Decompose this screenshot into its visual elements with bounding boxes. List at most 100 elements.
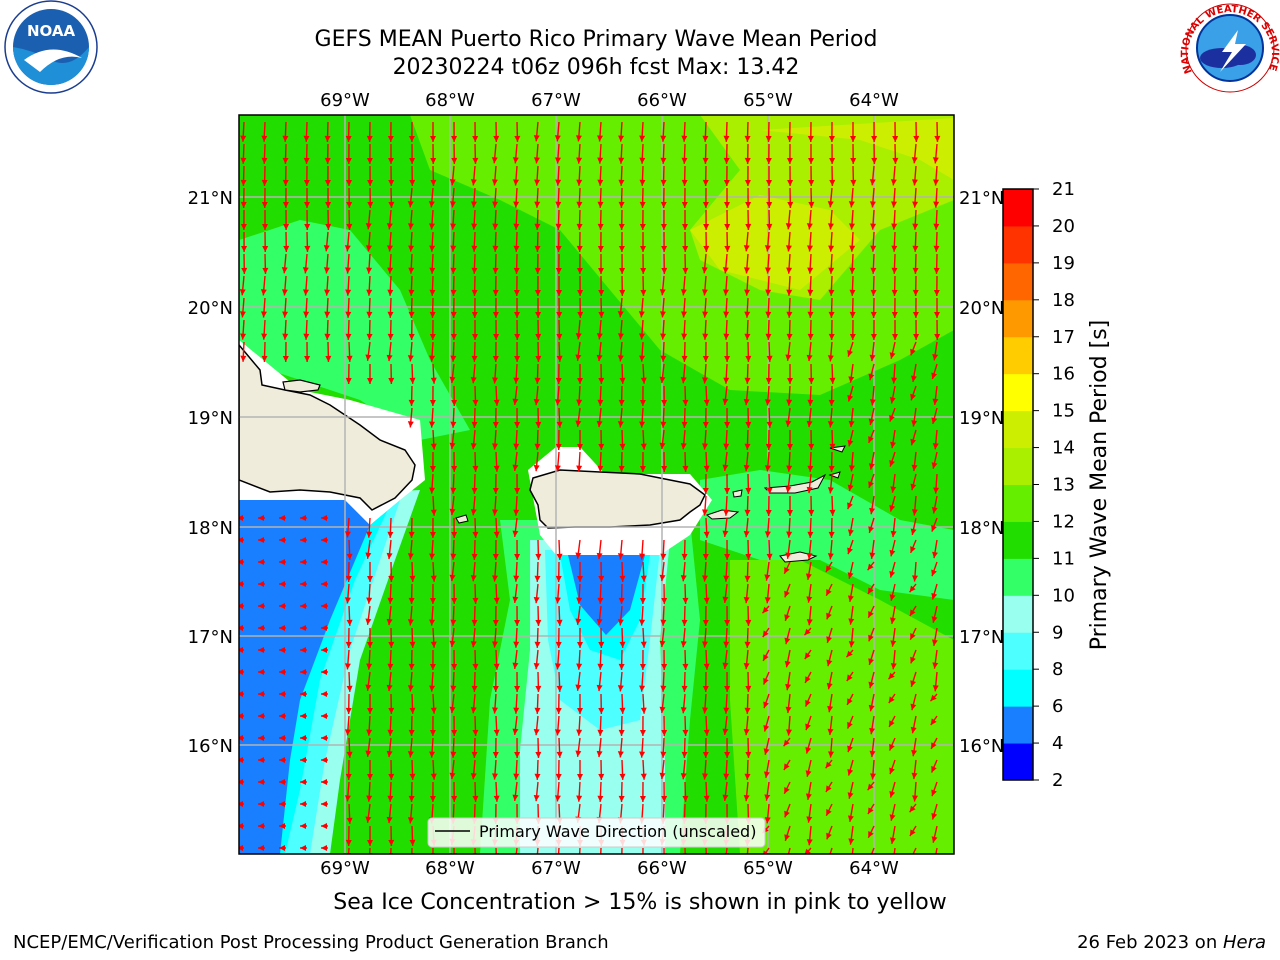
wave-arrow-head <box>826 809 832 816</box>
wave-arrow-head <box>744 443 751 450</box>
lat-label: 16°N <box>188 736 233 757</box>
wave-arrow-head <box>386 552 393 560</box>
wave-arrow-head <box>513 509 520 516</box>
wave-arrow-head <box>388 201 395 208</box>
wave-arrow-head <box>745 751 752 758</box>
wave-arrow-head <box>472 729 479 736</box>
wave-arrow-head <box>407 355 414 362</box>
wave-arrow-head <box>723 157 730 164</box>
wave-arrow-head <box>640 443 647 450</box>
wave-arrow-head <box>910 680 916 687</box>
wave-arrow-head <box>304 245 311 252</box>
wave-arrow-head <box>450 751 457 758</box>
wave-arrow-head <box>787 378 793 384</box>
wave-arrow <box>829 847 833 854</box>
wave-arrow-head <box>258 581 264 587</box>
wave-arrow-head <box>889 504 896 512</box>
wave-arrow-head <box>239 801 243 807</box>
wave-arrow-head <box>787 179 794 186</box>
wave-arrow-head <box>911 749 918 757</box>
wave-arrow-head <box>429 597 436 604</box>
wave-arrow-head <box>785 683 792 691</box>
wave-arrow-head <box>512 861 518 867</box>
wave-arrow-head <box>576 245 583 252</box>
wave-arrow-head <box>744 289 751 296</box>
wave-arrow-head <box>680 773 687 780</box>
wave-arrow-head <box>555 223 562 230</box>
lon-label: 67°W <box>531 90 581 111</box>
wave-arrow-head <box>386 245 393 252</box>
wave-arrow-head <box>660 223 667 230</box>
wave-arrow-head <box>743 662 750 670</box>
wave-arrow-head <box>722 530 729 537</box>
wave-arrow-head <box>597 795 604 802</box>
wave-arrow-head <box>367 708 373 714</box>
wave-arrow-head <box>262 267 269 274</box>
wave-arrow-head <box>912 267 919 274</box>
wave-arrow-head <box>261 355 268 362</box>
wave-arrow-head <box>889 837 896 844</box>
wave-arrow-head <box>514 619 521 626</box>
wave-arrow-head <box>618 795 625 802</box>
wave-arrow-head <box>933 289 940 296</box>
wave-arrow-head <box>786 399 793 406</box>
wave-arrow-head <box>931 836 938 843</box>
wave-arrow-head <box>471 553 478 560</box>
wave-arrow-head <box>827 223 834 230</box>
wave-arrow-head <box>724 685 731 692</box>
wave-arrow-head <box>534 267 541 274</box>
wave-arrow-head <box>765 157 772 164</box>
colorbar-tick-label: 4 <box>1052 733 1063 754</box>
wave-arrow-head <box>279 669 285 675</box>
wave-arrow-head <box>554 157 561 164</box>
wave-arrow-head <box>910 703 917 711</box>
wave-arrow-head <box>281 289 288 296</box>
wave-arrow-head <box>430 157 437 164</box>
wave-arrow-head <box>598 443 605 450</box>
wave-arrow-head <box>702 311 709 318</box>
wave-arrow-head <box>702 421 709 428</box>
wave-arrow-head <box>239 537 243 543</box>
wave-arrow-head <box>787 201 794 208</box>
wave-arrow-head <box>513 707 520 714</box>
wave-arrow-head <box>492 751 499 758</box>
wave-arrow-head <box>848 838 855 845</box>
wave-arrow-head <box>345 707 352 714</box>
wave-arrow-head <box>240 201 247 208</box>
lon-labels-bottom: 69°W 68°W 67°W 66°W 65°W 64°W <box>320 858 899 879</box>
colorbar-tick-label: 15 <box>1052 401 1075 422</box>
wave-arrow-head <box>429 245 436 252</box>
wave-arrow-head <box>703 795 710 802</box>
wave-arrow-head <box>930 694 937 702</box>
wave-arrow <box>600 847 602 854</box>
wave-arrow-head <box>910 438 917 446</box>
wave-arrow-head <box>258 537 264 543</box>
wave-arrow-head <box>386 354 393 362</box>
wave-arrow-head <box>617 421 624 428</box>
wave-arrow-head <box>722 861 728 867</box>
wave-arrow-head <box>763 850 769 854</box>
wave-arrow-head <box>765 509 772 516</box>
lat-label: 16°N <box>959 736 1004 757</box>
wave-arrow-head <box>805 573 812 580</box>
wave-arrow-head <box>344 795 351 802</box>
wave-arrow-head <box>240 333 247 340</box>
nws-logo: NATIONAL WEATHER SERVICE <box>1180 3 1280 93</box>
wave-arrow-head <box>784 614 790 621</box>
wave-arrow-head <box>344 597 351 604</box>
wave-arrow-head <box>513 773 520 780</box>
wave-arrow <box>536 847 539 854</box>
wave-arrow-head <box>826 856 832 863</box>
wave-arrow-head <box>388 179 395 186</box>
wave-arrow-head <box>408 663 415 670</box>
wave-arrow-head <box>430 179 437 186</box>
wave-arrow-head <box>867 807 874 814</box>
wave-arrow-head <box>639 751 646 758</box>
wave-arrow-head <box>554 795 561 802</box>
wave-arrow-head <box>764 399 771 406</box>
wave-arrow-head <box>617 553 624 560</box>
wave-arrow-head <box>909 829 916 836</box>
wave-arrow-head <box>597 245 604 252</box>
wave-arrow-head <box>619 289 626 296</box>
lat-label: 21°N <box>188 188 233 209</box>
